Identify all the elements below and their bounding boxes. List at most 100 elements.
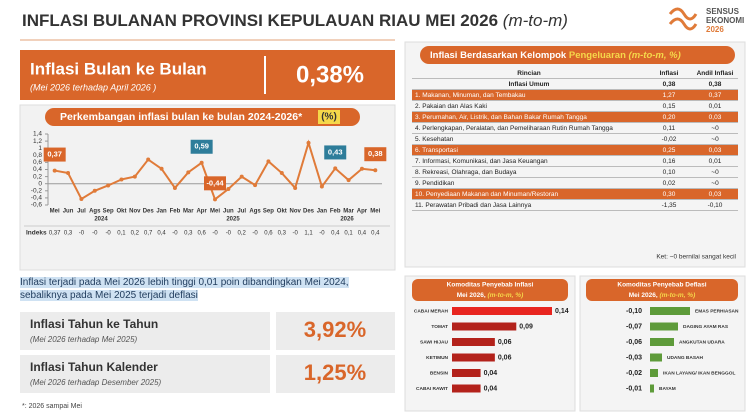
x-tick-label: Mar — [183, 209, 194, 215]
column-header: Andil Inflasi — [692, 68, 738, 79]
index-value: -0 — [92, 231, 98, 237]
y-tick-label: 1,2 — [33, 138, 42, 145]
point — [159, 166, 164, 171]
yoy-sub: (Mei 2026 terhadap Mei 2025) — [30, 335, 138, 344]
y-tick-label: 0,8 — [33, 152, 42, 159]
x-tick-label: Okt — [277, 209, 287, 215]
table-row: 7. Informasi, Komunikasi, dan Jasa Keuan… — [412, 155, 738, 167]
index-label: Indeks — [26, 230, 47, 237]
y-tick-label: 0,4 — [33, 166, 42, 173]
y-tick-label: -0,2 — [31, 188, 43, 195]
index-value: -0 — [105, 231, 111, 237]
y-tick-label: 0,2 — [33, 173, 42, 180]
table-row: 9. Pendidikan 0,02 ~0 — [412, 177, 738, 189]
point — [239, 174, 244, 179]
line-title-bar — [45, 108, 360, 126]
mtm-box — [20, 50, 395, 100]
bar — [650, 353, 662, 362]
index-value: 0,37 — [49, 231, 61, 237]
y-tick-label: 1,4 — [33, 131, 42, 138]
table-cell: 0,10 — [646, 166, 692, 178]
note-text: Inflasi terjadi pada Mei 2026 lebih ting… — [20, 277, 349, 301]
index-value: -0 — [212, 231, 218, 237]
point — [66, 171, 71, 176]
mtm-label: Inflasi Bulan ke Bulan — [30, 59, 207, 78]
index-value: 0,4 — [331, 231, 340, 237]
y-tick-label: 0 — [38, 180, 42, 187]
table-cell: 0,16 — [646, 155, 692, 167]
point — [199, 160, 204, 165]
callout-box — [204, 176, 226, 191]
category-label: SAWI HIJAU — [420, 339, 449, 345]
value-label: 0,06 — [498, 354, 512, 361]
heading: Inflasi Berdasarkan Kelompok — [430, 50, 567, 61]
table-cell: 0,02 — [646, 177, 692, 189]
table-cell: 0,37 — [692, 89, 738, 101]
y-tick-label: 0,6 — [33, 159, 42, 166]
table-cell: 11. Perawatan Pribadi dan Jasa Lainnya — [412, 199, 646, 211]
value-label: -0,03 — [626, 354, 642, 361]
table-cell: 0,30 — [646, 188, 692, 200]
yoy-value-box — [276, 312, 395, 350]
bar — [452, 384, 481, 393]
point — [146, 157, 151, 162]
bar — [452, 322, 517, 331]
index-value: 0,6 — [264, 231, 273, 237]
bar-title-part: Mei 2026, — [457, 292, 486, 299]
table-cell: ~0 — [692, 122, 738, 134]
point — [226, 187, 231, 192]
bar — [650, 322, 678, 331]
bar — [452, 338, 495, 346]
yoy-label: Inflasi Tahun ke Tahun — [30, 317, 158, 331]
x-tick-label: Apr — [196, 209, 207, 215]
category-label: TOMAT — [431, 324, 448, 330]
index-value: 0,3 — [278, 231, 287, 237]
ytd-value-box — [276, 355, 395, 393]
value-label: 0,04 — [484, 385, 498, 392]
point — [359, 166, 364, 171]
table-row: 1. Makanan, Minuman, dan Tembakau 1,27 0,3… — [412, 89, 738, 101]
table-row: 4. Perlengkapan, Peralatan, dan Pemeliha… — [412, 122, 738, 134]
table-cell: -0,02 — [646, 133, 692, 145]
ytd-box — [20, 355, 270, 393]
category-label: ANGKUTAN UDARA — [679, 339, 725, 345]
y-tick-label: -0,4 — [31, 195, 43, 202]
year-label: 2024 — [94, 217, 108, 223]
table-cell: 6. Transportasi — [412, 144, 646, 156]
callout-box — [43, 147, 66, 162]
table-cell: 0,01 — [692, 155, 738, 167]
point — [79, 196, 84, 201]
table-cell: 0,20 — [646, 111, 692, 123]
table-cell: ~0 — [692, 177, 738, 189]
point — [172, 185, 177, 190]
point — [92, 188, 97, 193]
category-label: UDANG BASAH — [667, 355, 704, 361]
bar-title-part: (m-to-m, %) — [659, 292, 695, 299]
index-value: 0,6 — [197, 231, 206, 237]
table-note: Ket: ~0 bernilai sangat kecil — [656, 254, 736, 261]
point — [119, 177, 124, 182]
index-value: -0 — [252, 231, 258, 237]
table-cell: 0,03 — [692, 188, 738, 200]
table-cell: 2. Pakaian dan Alas Kaki — [412, 100, 646, 112]
column-header: Inflasi — [646, 68, 692, 79]
title: INFLASI BULANAN PROVINSI KEPULAUAN RIAU … — [22, 11, 498, 30]
bar — [650, 384, 654, 393]
point — [213, 197, 217, 202]
index-value: -0 — [79, 231, 85, 237]
point — [132, 174, 137, 179]
index-value: -0 — [226, 231, 232, 237]
x-tick-label: Feb — [330, 209, 341, 215]
category-label: CABAI MERAH — [414, 308, 449, 314]
table-cell: 0,03 — [692, 111, 738, 123]
logo-icon — [668, 7, 698, 31]
bar — [452, 353, 495, 362]
category-label: BENSIN — [430, 370, 449, 376]
point — [319, 184, 324, 189]
table-cell: 3. Perumahan, Air, Listrik, dan Bahan Ba… — [412, 111, 646, 123]
x-tick-label: Jul — [77, 209, 86, 215]
value-label: -0,07 — [626, 323, 642, 330]
x-tick-label: Apr — [357, 209, 368, 215]
table-cell: 0,03 — [692, 144, 738, 156]
